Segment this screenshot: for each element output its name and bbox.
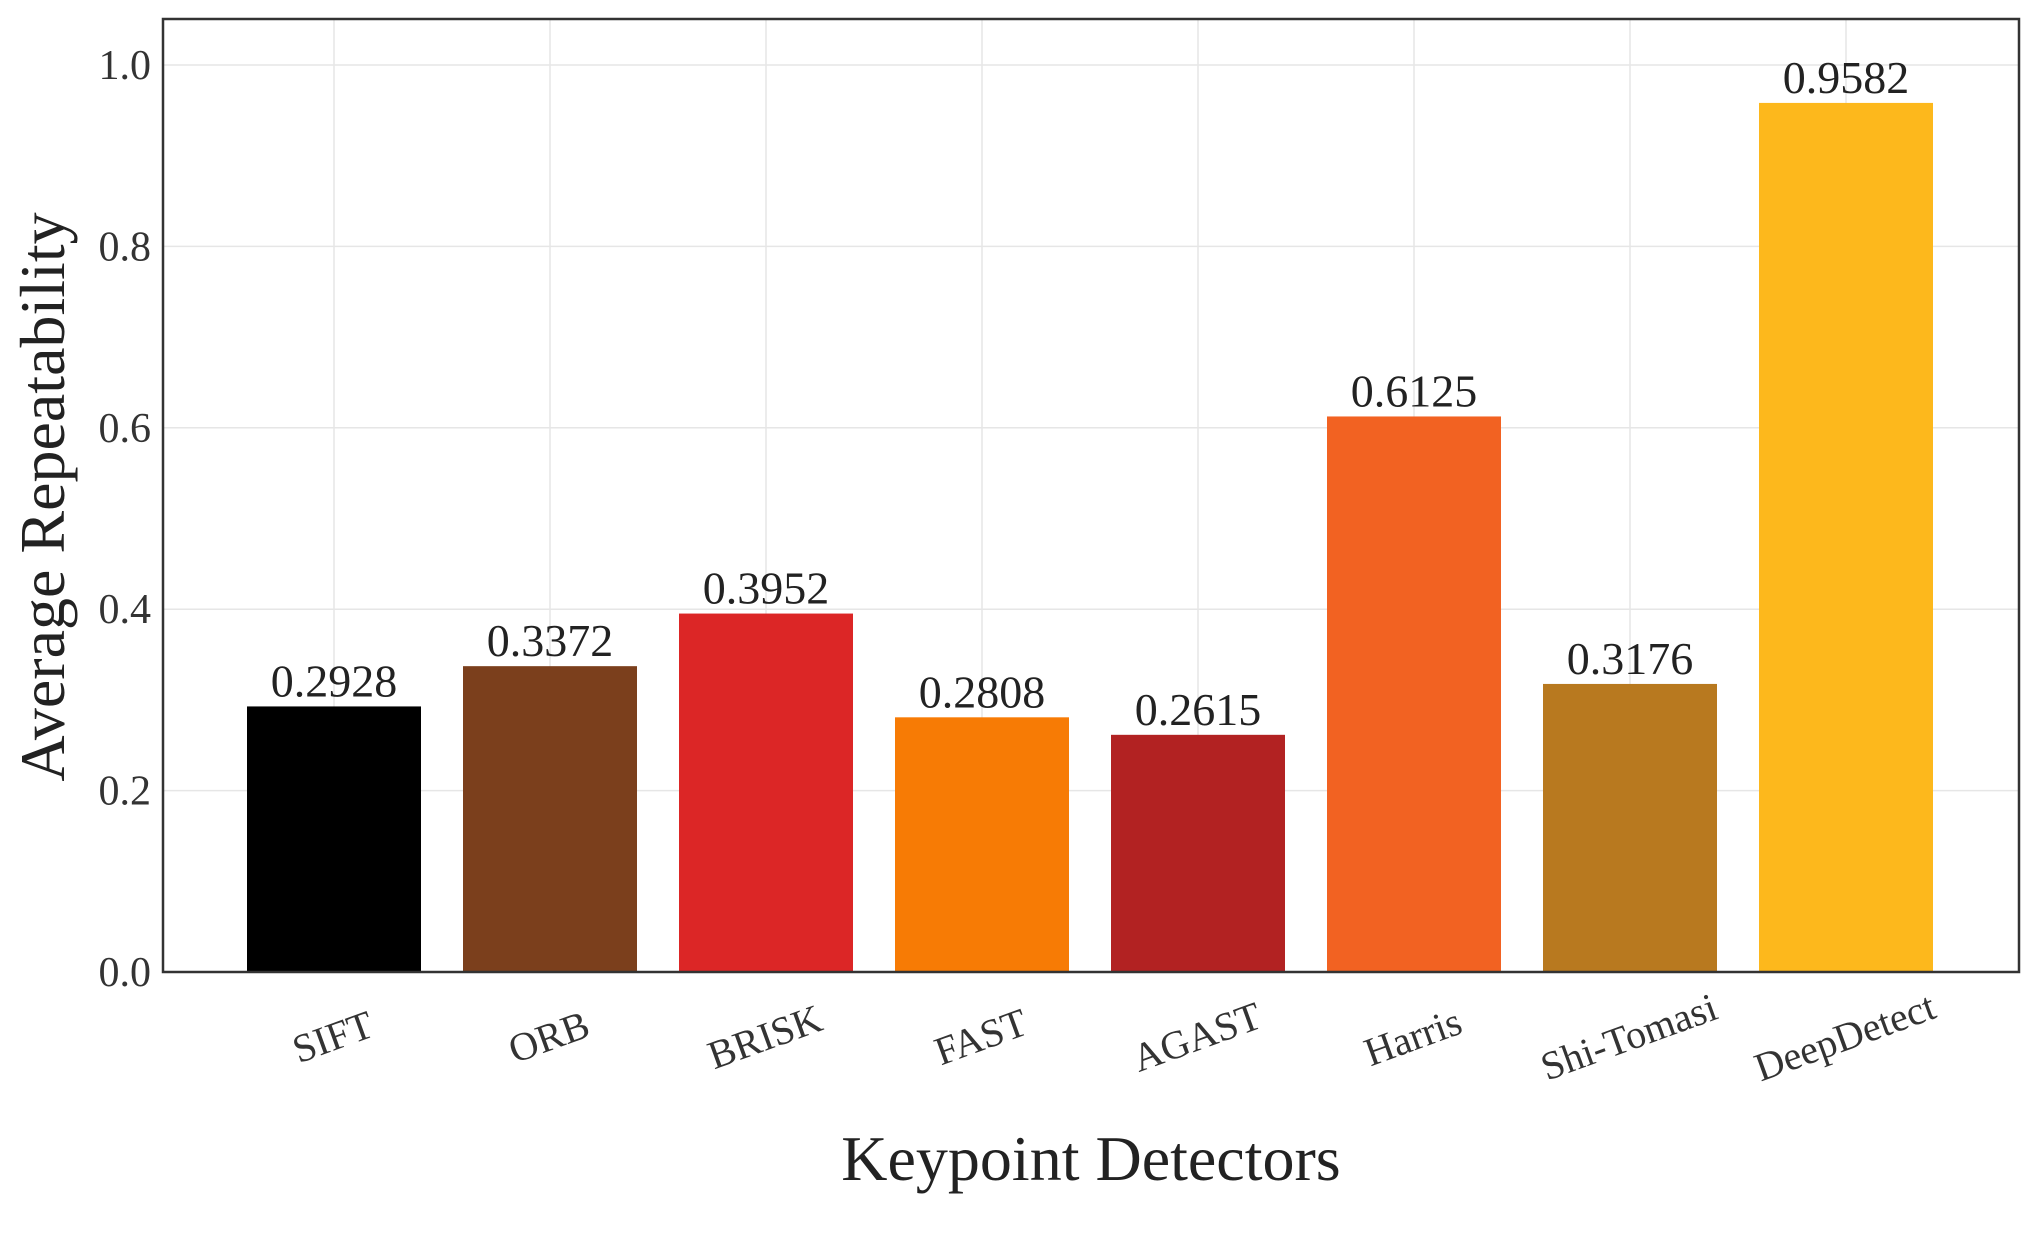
bar-sift: [247, 706, 421, 972]
grid: [163, 19, 2019, 973]
y-tick-label: 0.8: [99, 224, 152, 270]
value-label: 0.2928: [271, 655, 398, 706]
y-tick-label: 0.0: [99, 950, 152, 996]
x-tick-label: Harris: [1358, 998, 1467, 1074]
bar-harris: [1327, 416, 1501, 972]
x-tick-label: DeepDetect: [1748, 983, 1941, 1090]
y-axis-label: Average Repeatability: [7, 212, 78, 781]
x-tick-label: FAST: [929, 999, 1034, 1074]
value-label: 0.3176: [1567, 633, 1694, 684]
y-tick-label: 0.2: [99, 769, 152, 815]
bar-deepdetect: [1759, 102, 1933, 972]
x-tick-label: BRISK: [702, 995, 828, 1078]
plot-frame: [161, 17, 2021, 974]
x-tick-label: ORB: [502, 1002, 595, 1072]
value-label: 0.6125: [1351, 365, 1478, 416]
bars: [247, 102, 1933, 972]
y-tick-label: 0.4: [99, 587, 152, 633]
x-axis-label: Keypoint Detectors: [841, 1123, 1340, 1194]
bar-agast: [1111, 734, 1285, 972]
value-label: 0.3952: [703, 563, 830, 614]
bar-brisk: [679, 613, 853, 972]
value-label: 0.3372: [487, 615, 614, 666]
y-ticks: 0.0 0.2 0.4 0.6 0.8 1.0: [99, 43, 152, 996]
x-tick-label: SIFT: [286, 1002, 379, 1072]
value-labels: 0.2928 0.3372 0.3952 0.2808 0.2615 0.6125 0.31…: [271, 52, 1910, 735]
bar-orb: [463, 666, 637, 972]
value-label: 0.2808: [919, 666, 1046, 717]
x-tick-label: Shi-Tomasi: [1535, 984, 1723, 1089]
y-tick-label: 0.6: [99, 406, 152, 452]
value-label: 0.2615: [1135, 684, 1262, 735]
value-label: 0.9582: [1783, 52, 1910, 103]
bar-fast: [895, 717, 1069, 972]
x-tick-label: AGAST: [1126, 993, 1267, 1081]
bar-shi-tomasi: [1543, 683, 1717, 972]
y-tick-label: 1.0: [99, 43, 152, 89]
x-ticks: SIFT ORB BRISK FAST AGAST Harris Shi-Tomasi Dee…: [286, 983, 1941, 1090]
